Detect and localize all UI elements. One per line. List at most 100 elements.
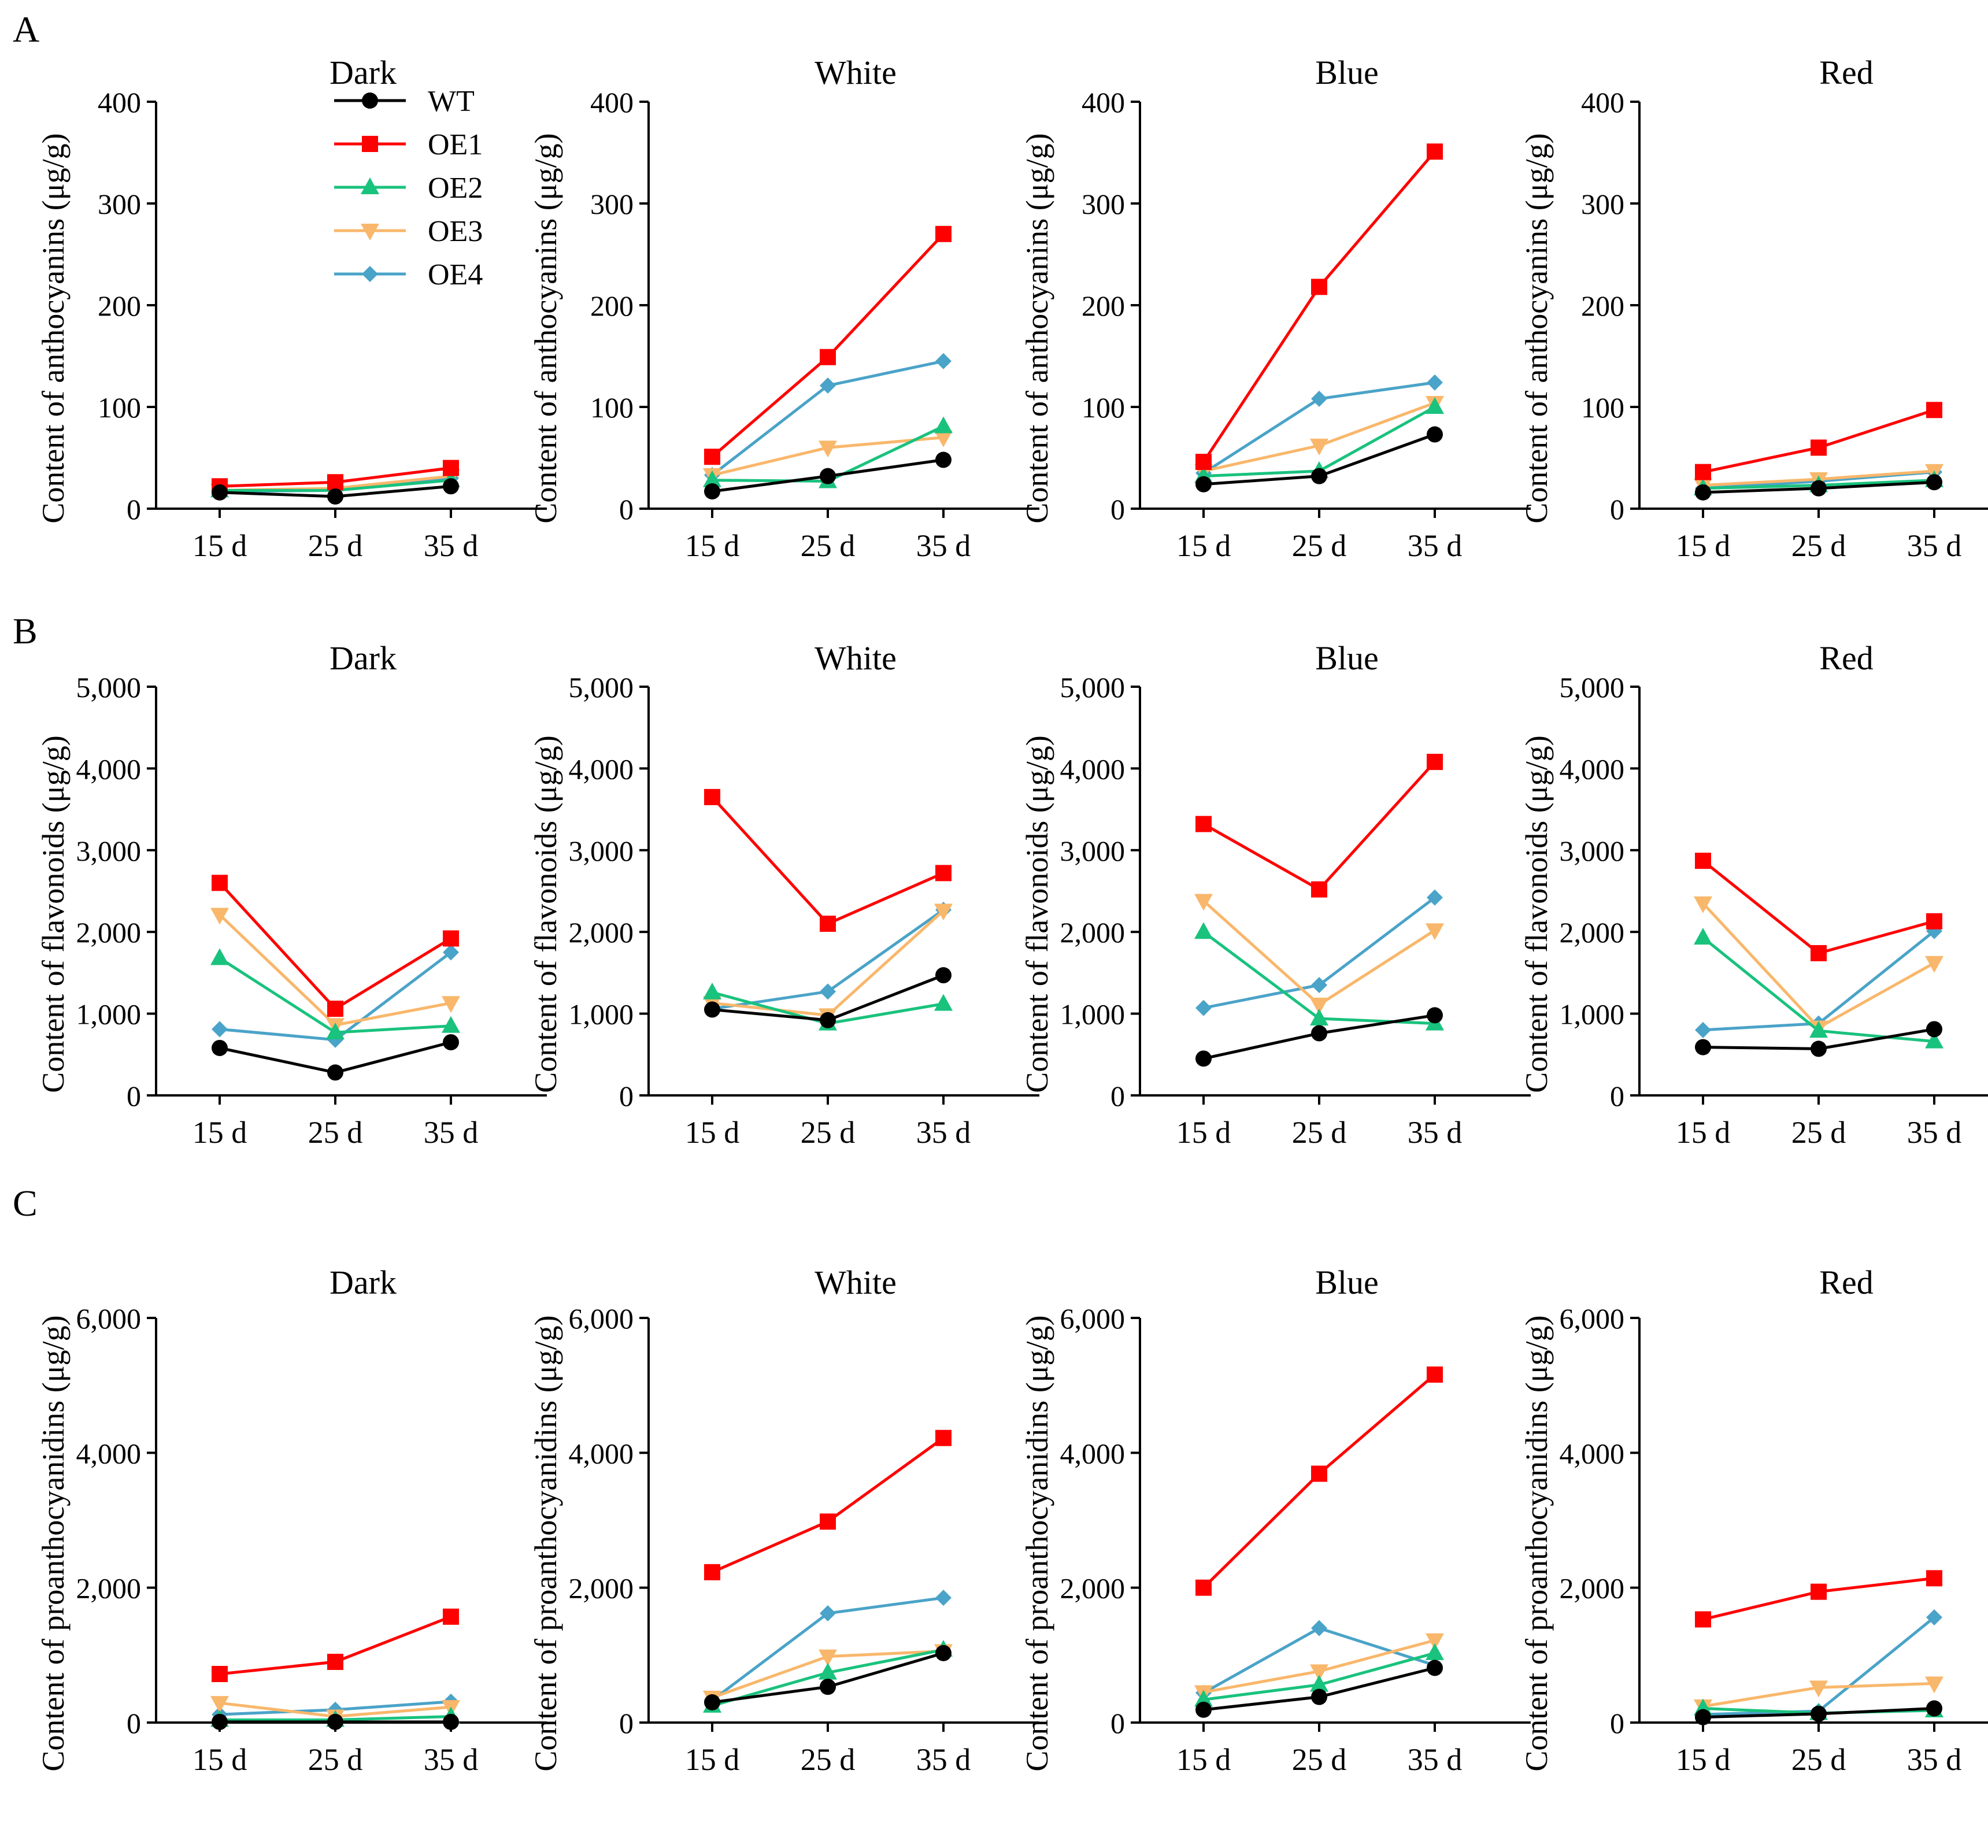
- x-tick-label: 35 d: [916, 528, 971, 563]
- y-tick-label: 3,000: [76, 835, 142, 867]
- data-point: [210, 1696, 229, 1713]
- data-point: [704, 1694, 720, 1710]
- data-point: [934, 416, 953, 434]
- data-point: [934, 994, 953, 1011]
- data-point: [1695, 853, 1711, 869]
- x-tick-label: 15 d: [1176, 528, 1231, 563]
- series-line: [711, 1436, 945, 1574]
- data-point: [1311, 1688, 1327, 1705]
- x-tick-label: 15 d: [1676, 1742, 1731, 1777]
- data-point: [1311, 1465, 1327, 1482]
- y-axis-label: Content of anthocyanins (μg/g): [528, 133, 563, 523]
- y-tick-label: 4,000: [1560, 753, 1625, 785]
- data-point: [1310, 1675, 1328, 1692]
- panel-B-dark: Dark 0 1,000 2,000 3,000 4,000 5,000 15 d 25 d 35…: [36, 639, 547, 1150]
- data-point: [1427, 1366, 1443, 1383]
- y-tick-label: 200: [98, 290, 141, 322]
- y-tick-label: 2,000: [569, 1572, 634, 1605]
- data-point: [820, 468, 836, 484]
- data-point: [327, 488, 343, 505]
- panel-B-red: Red 0 1,000 2,000 3,000 4,000 5,000 15 d 25 d 35 …: [1519, 639, 1988, 1150]
- data-point: [1926, 1700, 1942, 1717]
- y-tick-label: 300: [98, 188, 141, 220]
- x-tick-label: 15 d: [685, 1742, 740, 1777]
- panel-B-blue: Blue 0 1,000 2,000 3,000 4,000 5,000 15 d 25 d 35…: [1020, 639, 1531, 1150]
- data-point: [1925, 1676, 1943, 1694]
- series-wt: [704, 967, 952, 1028]
- y-tick-label: 5,000: [569, 671, 634, 703]
- data-point: [935, 1590, 952, 1606]
- series-oe3: [1694, 1676, 1943, 1716]
- data-point: [820, 1513, 836, 1530]
- legend-marker: [362, 92, 378, 109]
- y-tick-label: 1,000: [1560, 998, 1625, 1031]
- y-tick-label: 2,000: [1560, 1572, 1625, 1605]
- y-tick-label: 100: [1082, 391, 1125, 424]
- data-point: [1195, 816, 1212, 832]
- data-point: [1311, 279, 1327, 295]
- y-tick-label: 300: [590, 188, 634, 220]
- legend-label: OE1: [428, 128, 483, 161]
- data-point: [1809, 1680, 1828, 1698]
- x-tick-label: 25 d: [1791, 1742, 1846, 1777]
- data-point: [820, 377, 836, 394]
- data-point: [1695, 1021, 1711, 1038]
- panel-label-A: A: [13, 9, 39, 50]
- data-point: [935, 353, 952, 369]
- panel-title: Blue: [1315, 54, 1379, 91]
- data-point: [1195, 1579, 1212, 1596]
- panel-A-blue: Blue 0 100 200 300 400 15 d 25 d 35 d Content of …: [1020, 54, 1531, 563]
- series-line: [1203, 401, 1435, 473]
- data-point: [212, 875, 228, 891]
- legend-label: WT: [428, 85, 475, 118]
- data-point: [704, 1001, 720, 1018]
- series-oe1: [704, 225, 952, 465]
- x-tick-label: 25 d: [1292, 528, 1347, 563]
- series-oe2: [210, 948, 460, 1040]
- y-tick-label: 0: [127, 1080, 141, 1112]
- data-point: [1811, 1705, 1827, 1722]
- series-oe1: [1695, 853, 1942, 961]
- panel-title: Blue: [1315, 1264, 1379, 1301]
- y-axis-label: Content of proanthocyanidins (μg/g): [528, 1315, 563, 1771]
- data-point: [327, 1064, 343, 1081]
- data-point: [1426, 1643, 1444, 1660]
- panel-title: Red: [1819, 639, 1873, 677]
- data-point: [1311, 1620, 1327, 1636]
- series-wt: [1195, 426, 1443, 492]
- x-tick-label: 35 d: [1408, 1115, 1463, 1150]
- data-point: [1194, 922, 1213, 939]
- y-tick-label: 4,000: [1060, 1437, 1126, 1469]
- data-point: [1427, 1007, 1443, 1024]
- x-tick-label: 35 d: [1907, 528, 1962, 563]
- data-point: [1427, 1660, 1443, 1676]
- y-tick-label: 4,000: [76, 1437, 142, 1469]
- y-tick-label: 5,000: [76, 671, 142, 703]
- data-point: [1427, 754, 1443, 771]
- data-point: [1811, 945, 1827, 961]
- series-oe1: [1695, 1570, 1942, 1628]
- y-axis-label: Content of flavonoids (μg/g): [528, 735, 563, 1092]
- y-axis-label: Content of proanthocyanidins (μg/g): [1020, 1315, 1054, 1771]
- data-point: [820, 1679, 836, 1695]
- series-oe2: [1194, 1643, 1444, 1707]
- panel-A-red: Red 0 100 200 300 400 15 d 25 d 35 d Content of a…: [1519, 54, 1988, 563]
- x-tick-label: 15 d: [1176, 1115, 1231, 1150]
- series-oe3: [1194, 1633, 1444, 1702]
- data-point: [935, 1429, 952, 1446]
- series-wt: [212, 1034, 459, 1081]
- data-point: [820, 916, 836, 932]
- series-oe1: [1695, 402, 1942, 480]
- data-point: [1310, 438, 1328, 455]
- data-point: [1426, 923, 1444, 940]
- series-wt: [1695, 1021, 1942, 1057]
- series-wt: [704, 451, 952, 500]
- data-point: [819, 1649, 837, 1666]
- data-point: [935, 225, 952, 242]
- series-oe1: [212, 460, 459, 495]
- data-point: [1195, 454, 1212, 471]
- data-point: [443, 944, 459, 961]
- y-tick-label: 2,000: [1060, 1572, 1126, 1605]
- y-tick-label: 1,000: [569, 998, 634, 1031]
